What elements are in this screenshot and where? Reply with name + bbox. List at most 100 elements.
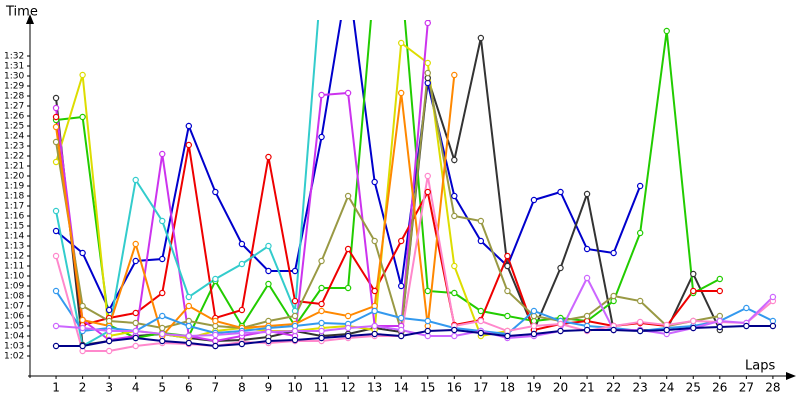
point bbox=[185, 122, 193, 130]
x-tick-label: 5 bbox=[158, 381, 166, 395]
point bbox=[105, 347, 113, 355]
y-tick-label: 1:04 bbox=[4, 332, 24, 342]
point bbox=[477, 34, 485, 42]
point bbox=[451, 326, 458, 334]
series-line bbox=[55, 74, 456, 339]
point bbox=[132, 327, 139, 335]
point bbox=[583, 326, 591, 334]
point bbox=[557, 327, 564, 335]
series-line bbox=[55, 41, 508, 340]
point bbox=[636, 318, 644, 326]
point bbox=[636, 229, 644, 237]
point bbox=[79, 71, 86, 79]
point bbox=[291, 267, 299, 275]
point bbox=[52, 123, 60, 131]
x-tick-label: 15 bbox=[420, 381, 435, 395]
y-tick-label: 1:03 bbox=[4, 342, 24, 352]
point bbox=[238, 306, 246, 314]
y-tick-label: 1:07 bbox=[4, 302, 24, 312]
series-line bbox=[55, 116, 720, 332]
point bbox=[132, 240, 139, 248]
point bbox=[371, 322, 378, 330]
point bbox=[52, 113, 60, 121]
point bbox=[690, 317, 697, 325]
point bbox=[716, 323, 724, 331]
y-tick-label: 1:17 bbox=[4, 202, 24, 212]
x-tick-label: 6 bbox=[185, 381, 193, 395]
point bbox=[716, 287, 724, 295]
point bbox=[530, 196, 538, 204]
x-tick-label: 19 bbox=[526, 381, 541, 395]
series-line bbox=[55, 175, 774, 352]
y-tick-label: 1:02 bbox=[4, 352, 24, 362]
point bbox=[185, 293, 193, 301]
point bbox=[344, 245, 352, 253]
x-tick-label: 7 bbox=[212, 381, 220, 395]
y-tick-label: 1:09 bbox=[4, 282, 24, 292]
y-arrow bbox=[26, 14, 34, 24]
point bbox=[716, 317, 724, 325]
point bbox=[424, 20, 431, 27]
point bbox=[636, 297, 644, 305]
point bbox=[716, 275, 724, 283]
point bbox=[52, 252, 60, 260]
point bbox=[424, 188, 431, 196]
point bbox=[398, 39, 405, 47]
x-tick-label: 25 bbox=[686, 381, 701, 395]
point bbox=[52, 227, 60, 235]
y-tick-label: 1:12 bbox=[4, 252, 24, 262]
point bbox=[451, 156, 458, 164]
x-tick-label: 26 bbox=[712, 381, 727, 395]
point bbox=[398, 89, 405, 97]
x-tick-label: 27 bbox=[739, 381, 754, 395]
point bbox=[398, 237, 405, 245]
point bbox=[344, 312, 352, 320]
point bbox=[52, 104, 60, 112]
series-line bbox=[55, 20, 642, 313]
point bbox=[371, 237, 378, 245]
point bbox=[690, 270, 697, 278]
point bbox=[318, 91, 325, 99]
point bbox=[663, 27, 670, 35]
point bbox=[344, 192, 352, 200]
point bbox=[185, 141, 193, 149]
point bbox=[424, 59, 431, 67]
x-tick-label: 3 bbox=[105, 381, 113, 395]
y-tick-label: 1:14 bbox=[4, 232, 24, 242]
point bbox=[159, 217, 166, 225]
point bbox=[132, 319, 139, 327]
point bbox=[159, 255, 166, 263]
y-tick-label: 1:06 bbox=[4, 312, 24, 322]
point bbox=[79, 113, 86, 121]
point bbox=[371, 330, 378, 338]
point bbox=[291, 327, 299, 335]
point bbox=[79, 249, 86, 257]
point bbox=[690, 324, 697, 332]
x-tick-label: 1 bbox=[52, 381, 60, 395]
point bbox=[398, 332, 405, 340]
point bbox=[52, 342, 60, 350]
y-tick-label: 1:05 bbox=[4, 322, 24, 332]
point bbox=[238, 240, 246, 248]
y-tick-label: 1:19 bbox=[4, 182, 24, 192]
point bbox=[424, 317, 431, 325]
point bbox=[318, 257, 325, 265]
x-arrow bbox=[786, 372, 796, 380]
point bbox=[398, 282, 405, 290]
point bbox=[318, 133, 325, 141]
point bbox=[424, 287, 431, 295]
point bbox=[451, 289, 458, 297]
point bbox=[265, 280, 272, 288]
x-tick-label: 20 bbox=[553, 381, 568, 395]
point bbox=[504, 252, 511, 260]
point bbox=[318, 319, 325, 327]
series-line bbox=[55, 72, 720, 332]
point bbox=[265, 242, 272, 250]
point bbox=[105, 337, 113, 345]
point bbox=[159, 312, 166, 320]
y-tick-label: 1:22 bbox=[4, 152, 24, 162]
point bbox=[52, 287, 60, 295]
point bbox=[132, 334, 139, 342]
point bbox=[610, 292, 617, 300]
